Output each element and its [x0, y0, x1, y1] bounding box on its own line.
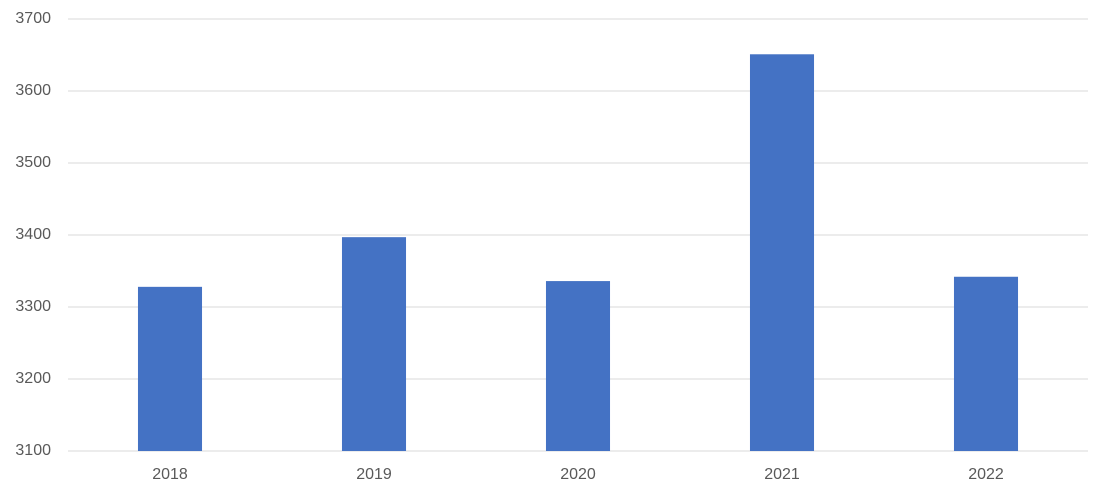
bar — [545, 281, 611, 451]
x-tick-label: 2022 — [968, 466, 1004, 483]
y-tick-label: 3600 — [15, 82, 51, 99]
x-tick-label: 2018 — [152, 466, 188, 483]
y-tick-label: 3400 — [15, 226, 51, 243]
y-tick-label: 3700 — [15, 10, 51, 27]
bar — [137, 286, 203, 451]
bar — [341, 237, 407, 451]
bar — [953, 276, 1019, 451]
x-tick-label: 2021 — [764, 466, 800, 483]
x-tick-label: 2019 — [356, 466, 392, 483]
y-tick-label: 3300 — [15, 298, 51, 315]
x-tick-label: 2020 — [560, 466, 596, 483]
y-tick-label: 3500 — [15, 154, 51, 171]
y-tick-label: 3200 — [15, 370, 51, 387]
y-tick-label: 3100 — [15, 442, 51, 459]
bar — [749, 54, 815, 451]
